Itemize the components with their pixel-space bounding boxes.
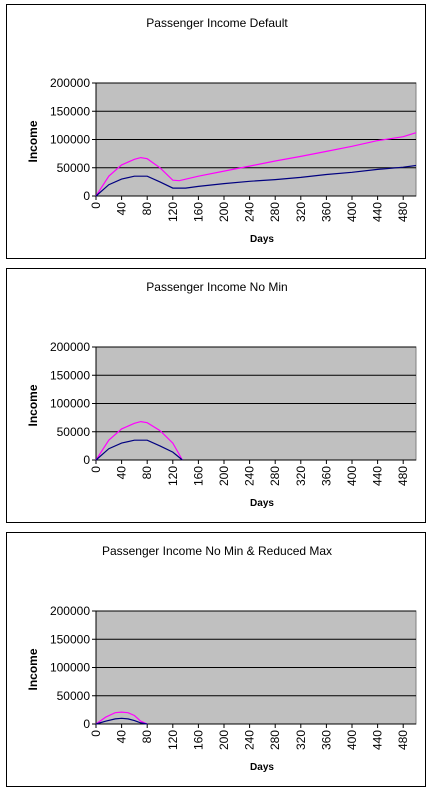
x-tick-label: 480 xyxy=(396,730,410,750)
x-tick-label: 40 xyxy=(115,202,129,216)
x-tick-label: 400 xyxy=(345,466,359,486)
y-tick-label: 50000 xyxy=(57,689,91,703)
x-tick-label: 280 xyxy=(268,202,282,222)
chart-1: Passenger Income Default 0 50000 100000 1500… xyxy=(26,16,417,245)
chart-title: Passenger Income Default xyxy=(146,16,288,30)
x-tick-label: 320 xyxy=(294,202,308,222)
chart-panel-1: Passenger Income Default 0 50000 100000 1500… xyxy=(6,4,426,259)
x-tick-label: 400 xyxy=(345,202,359,222)
y-tick-label: 0 xyxy=(83,717,90,731)
x-tick-label: 200 xyxy=(217,730,231,750)
x-axis-label: Days xyxy=(250,762,274,773)
chart-title: Passenger Income No Min xyxy=(146,280,287,294)
x-tick-label: 40 xyxy=(115,466,129,480)
y-tick-label: 0 xyxy=(83,453,90,467)
y-tick-label: 50000 xyxy=(57,161,91,175)
x-tick-label: 200 xyxy=(217,466,231,486)
x-tick-label: 320 xyxy=(294,466,308,486)
y-tick-label: 50000 xyxy=(57,425,91,439)
x-tick-label: 80 xyxy=(140,730,154,744)
x-tick-label: 120 xyxy=(166,730,180,750)
x-axis-label: Days xyxy=(250,234,274,245)
x-tick-label: 200 xyxy=(217,202,231,222)
x-tick-label: 440 xyxy=(371,730,385,750)
x-tick-label: 40 xyxy=(115,730,129,744)
x-tick-label: 360 xyxy=(319,202,333,222)
y-axis-label: Income xyxy=(26,648,40,690)
y-tick-label: 150000 xyxy=(50,368,90,382)
y-tick-label: 200000 xyxy=(50,340,90,354)
series-line-2 xyxy=(95,717,148,725)
chart-title: Passenger Income No Min & Reduced Max xyxy=(102,544,332,558)
x-tick-label: 480 xyxy=(396,466,410,486)
series-line-1 xyxy=(95,420,183,461)
x-tick-label: 0 xyxy=(89,730,103,737)
x-tick-label: 120 xyxy=(166,466,180,486)
x-tick-label: 360 xyxy=(319,730,333,750)
x-tick-label: 240 xyxy=(243,466,257,486)
x-tick-label: 240 xyxy=(243,202,257,222)
chart-panel-2: Passenger Income No Min 0 50000 100000 15000… xyxy=(6,268,426,523)
x-tick-label: 0 xyxy=(89,202,103,209)
x-tick-label: 160 xyxy=(191,730,205,750)
y-axis-label: Income xyxy=(26,120,40,162)
x-tick-label: 240 xyxy=(243,730,257,750)
y-tick-label: 100000 xyxy=(50,661,90,675)
series-line-2 xyxy=(95,439,183,461)
series-line-1 xyxy=(95,132,417,197)
y-tick-label: 0 xyxy=(83,189,90,203)
x-tick-label: 360 xyxy=(319,466,333,486)
series-line-1 xyxy=(95,711,148,725)
chart-2: Passenger Income No Min 0 50000 100000 15000… xyxy=(26,280,417,509)
x-tick-label: 320 xyxy=(294,730,308,750)
x-tick-label: 440 xyxy=(371,202,385,222)
x-axis-label: Days xyxy=(250,498,274,509)
series-line-2 xyxy=(95,164,417,197)
x-tick-label: 80 xyxy=(140,202,154,216)
x-tick-label: 400 xyxy=(345,730,359,750)
x-tick-label: 280 xyxy=(268,466,282,486)
y-tick-label: 150000 xyxy=(50,104,90,118)
y-tick-label: 200000 xyxy=(50,76,90,90)
x-tick-label: 120 xyxy=(166,202,180,222)
y-axis-label: Income xyxy=(26,384,40,426)
y-tick-label: 200000 xyxy=(50,604,90,618)
x-tick-label: 160 xyxy=(191,466,205,486)
x-tick-label: 280 xyxy=(268,730,282,750)
x-tick-label: 440 xyxy=(371,466,385,486)
y-tick-label: 100000 xyxy=(50,133,90,147)
x-tick-label: 0 xyxy=(89,466,103,473)
chart-3: Passenger Income No Min & Reduced Max 0 50… xyxy=(26,544,417,773)
chart-panel-3: Passenger Income No Min & Reduced Max 0 50… xyxy=(6,532,426,787)
y-tick-label: 100000 xyxy=(50,397,90,411)
x-tick-label: 160 xyxy=(191,202,205,222)
x-tick-label: 480 xyxy=(396,202,410,222)
y-tick-label: 150000 xyxy=(50,632,90,646)
x-tick-label: 80 xyxy=(140,466,154,480)
